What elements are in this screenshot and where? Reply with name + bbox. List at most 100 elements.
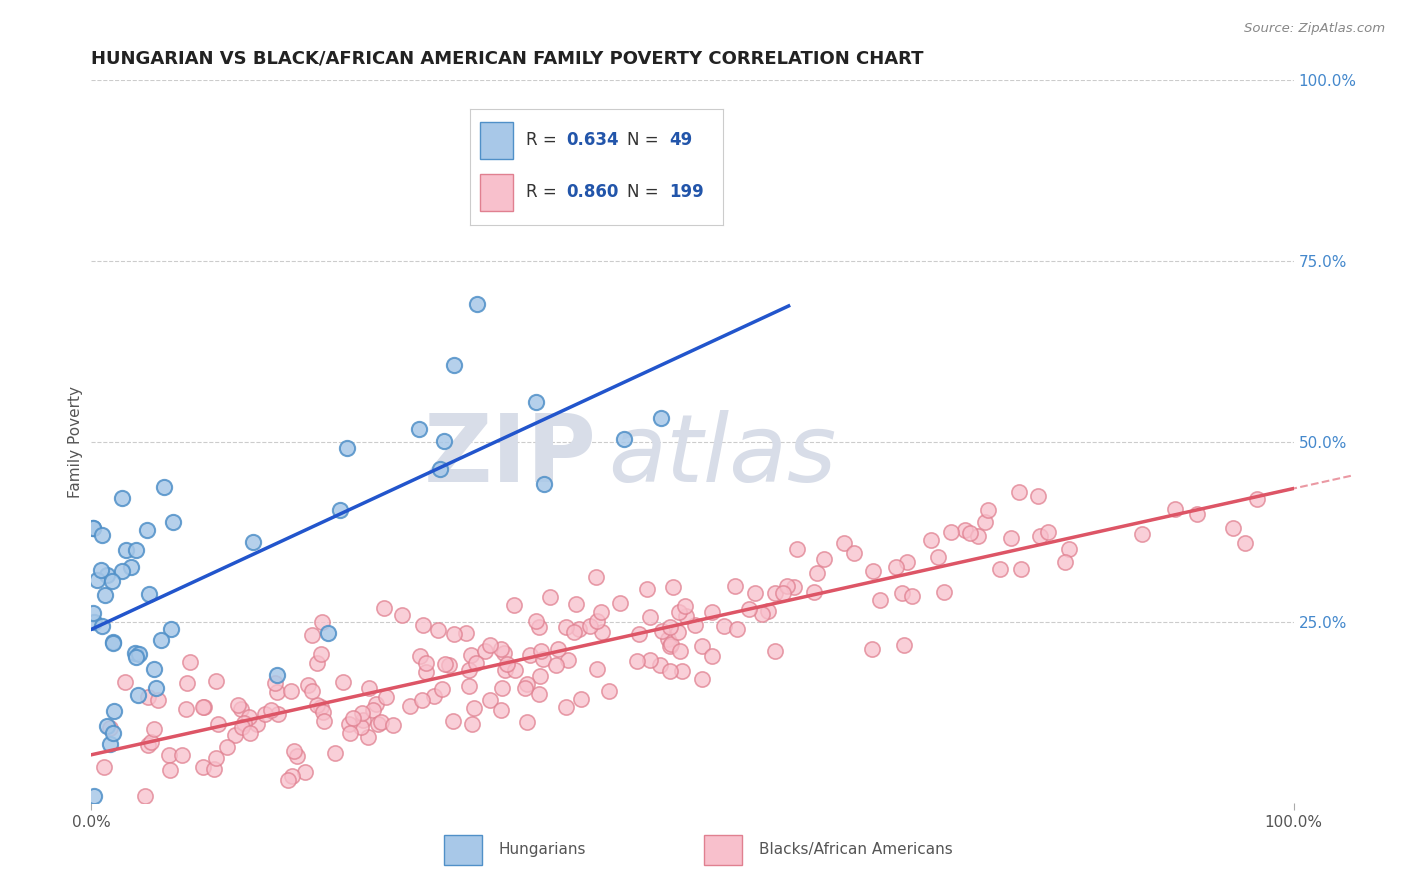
Point bbox=[100, 574, 122, 589]
Text: ZIP: ZIP bbox=[423, 410, 596, 502]
Point bbox=[1163, 502, 1185, 516]
Point bbox=[516, 714, 538, 729]
Point bbox=[702, 605, 724, 619]
Point bbox=[224, 728, 246, 742]
Point bbox=[381, 718, 404, 732]
Point bbox=[83, 615, 105, 630]
Point bbox=[93, 588, 115, 602]
Point bbox=[524, 614, 547, 628]
Point bbox=[626, 655, 648, 669]
Point bbox=[832, 535, 855, 549]
Point bbox=[207, 716, 229, 731]
Point bbox=[93, 760, 115, 774]
Point bbox=[82, 606, 104, 620]
Point bbox=[489, 703, 512, 717]
Point bbox=[613, 432, 636, 446]
Point bbox=[205, 751, 228, 765]
Point bbox=[301, 684, 323, 698]
Point bbox=[111, 491, 134, 505]
Point bbox=[266, 685, 288, 699]
Point bbox=[555, 619, 578, 633]
Point bbox=[145, 681, 167, 695]
Point bbox=[1029, 529, 1052, 543]
Point bbox=[361, 703, 384, 717]
Point bbox=[134, 789, 156, 803]
Point bbox=[464, 656, 486, 670]
Point bbox=[489, 642, 512, 657]
Point bbox=[443, 627, 465, 641]
Point bbox=[266, 668, 288, 682]
Point bbox=[312, 714, 335, 728]
Point bbox=[690, 639, 713, 653]
Point bbox=[884, 559, 907, 574]
Point bbox=[443, 358, 465, 372]
Point bbox=[138, 587, 160, 601]
Point bbox=[659, 637, 682, 651]
Point bbox=[350, 720, 373, 734]
Point bbox=[648, 657, 671, 672]
Point bbox=[352, 706, 374, 721]
Point bbox=[738, 601, 761, 615]
Point bbox=[516, 677, 538, 691]
Point bbox=[891, 586, 914, 600]
Point bbox=[496, 657, 519, 672]
Point bbox=[294, 764, 316, 779]
Point bbox=[651, 624, 673, 638]
Point bbox=[439, 657, 461, 672]
Point bbox=[932, 585, 955, 599]
Point bbox=[967, 529, 990, 543]
Point bbox=[98, 721, 121, 735]
Point bbox=[538, 591, 561, 605]
Point bbox=[658, 664, 681, 678]
Point bbox=[114, 675, 136, 690]
Point bbox=[640, 652, 662, 666]
Point bbox=[136, 739, 159, 753]
Point bbox=[283, 743, 305, 757]
Point bbox=[478, 692, 501, 706]
Point bbox=[671, 664, 693, 678]
Point bbox=[329, 503, 352, 517]
Point bbox=[478, 638, 501, 652]
Point bbox=[657, 632, 679, 646]
Point bbox=[673, 599, 696, 613]
Point bbox=[430, 681, 453, 696]
Point bbox=[519, 648, 541, 662]
Point bbox=[458, 663, 481, 677]
Point bbox=[465, 297, 488, 311]
Point bbox=[1000, 531, 1022, 545]
Point bbox=[82, 521, 104, 535]
Point bbox=[204, 674, 226, 689]
Point bbox=[628, 626, 651, 640]
Point bbox=[309, 700, 332, 714]
Point bbox=[529, 668, 551, 682]
Point bbox=[650, 411, 672, 425]
Point bbox=[336, 441, 359, 455]
Point bbox=[763, 585, 786, 599]
Point bbox=[591, 624, 613, 639]
Point bbox=[285, 749, 308, 764]
Point bbox=[409, 649, 432, 664]
Point bbox=[896, 555, 918, 569]
Point bbox=[231, 720, 253, 734]
Point bbox=[124, 647, 146, 661]
Point bbox=[1028, 490, 1050, 504]
Point bbox=[700, 649, 723, 664]
Point bbox=[238, 710, 260, 724]
Point bbox=[316, 625, 339, 640]
Point bbox=[458, 679, 481, 693]
Point bbox=[530, 644, 553, 658]
Point bbox=[90, 563, 112, 577]
Point bbox=[373, 601, 395, 615]
Point bbox=[1054, 555, 1077, 569]
Point bbox=[927, 550, 949, 565]
Point bbox=[658, 620, 681, 634]
Point bbox=[544, 658, 567, 673]
Point bbox=[586, 615, 609, 629]
Point bbox=[725, 622, 748, 636]
Point bbox=[96, 568, 118, 582]
Point bbox=[939, 525, 962, 540]
Point bbox=[900, 589, 922, 603]
Point bbox=[352, 713, 374, 727]
Point bbox=[669, 644, 692, 658]
Point bbox=[82, 521, 104, 535]
